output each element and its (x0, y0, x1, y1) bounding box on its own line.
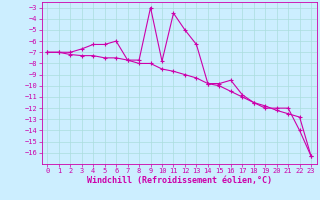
X-axis label: Windchill (Refroidissement éolien,°C): Windchill (Refroidissement éolien,°C) (87, 176, 272, 185)
